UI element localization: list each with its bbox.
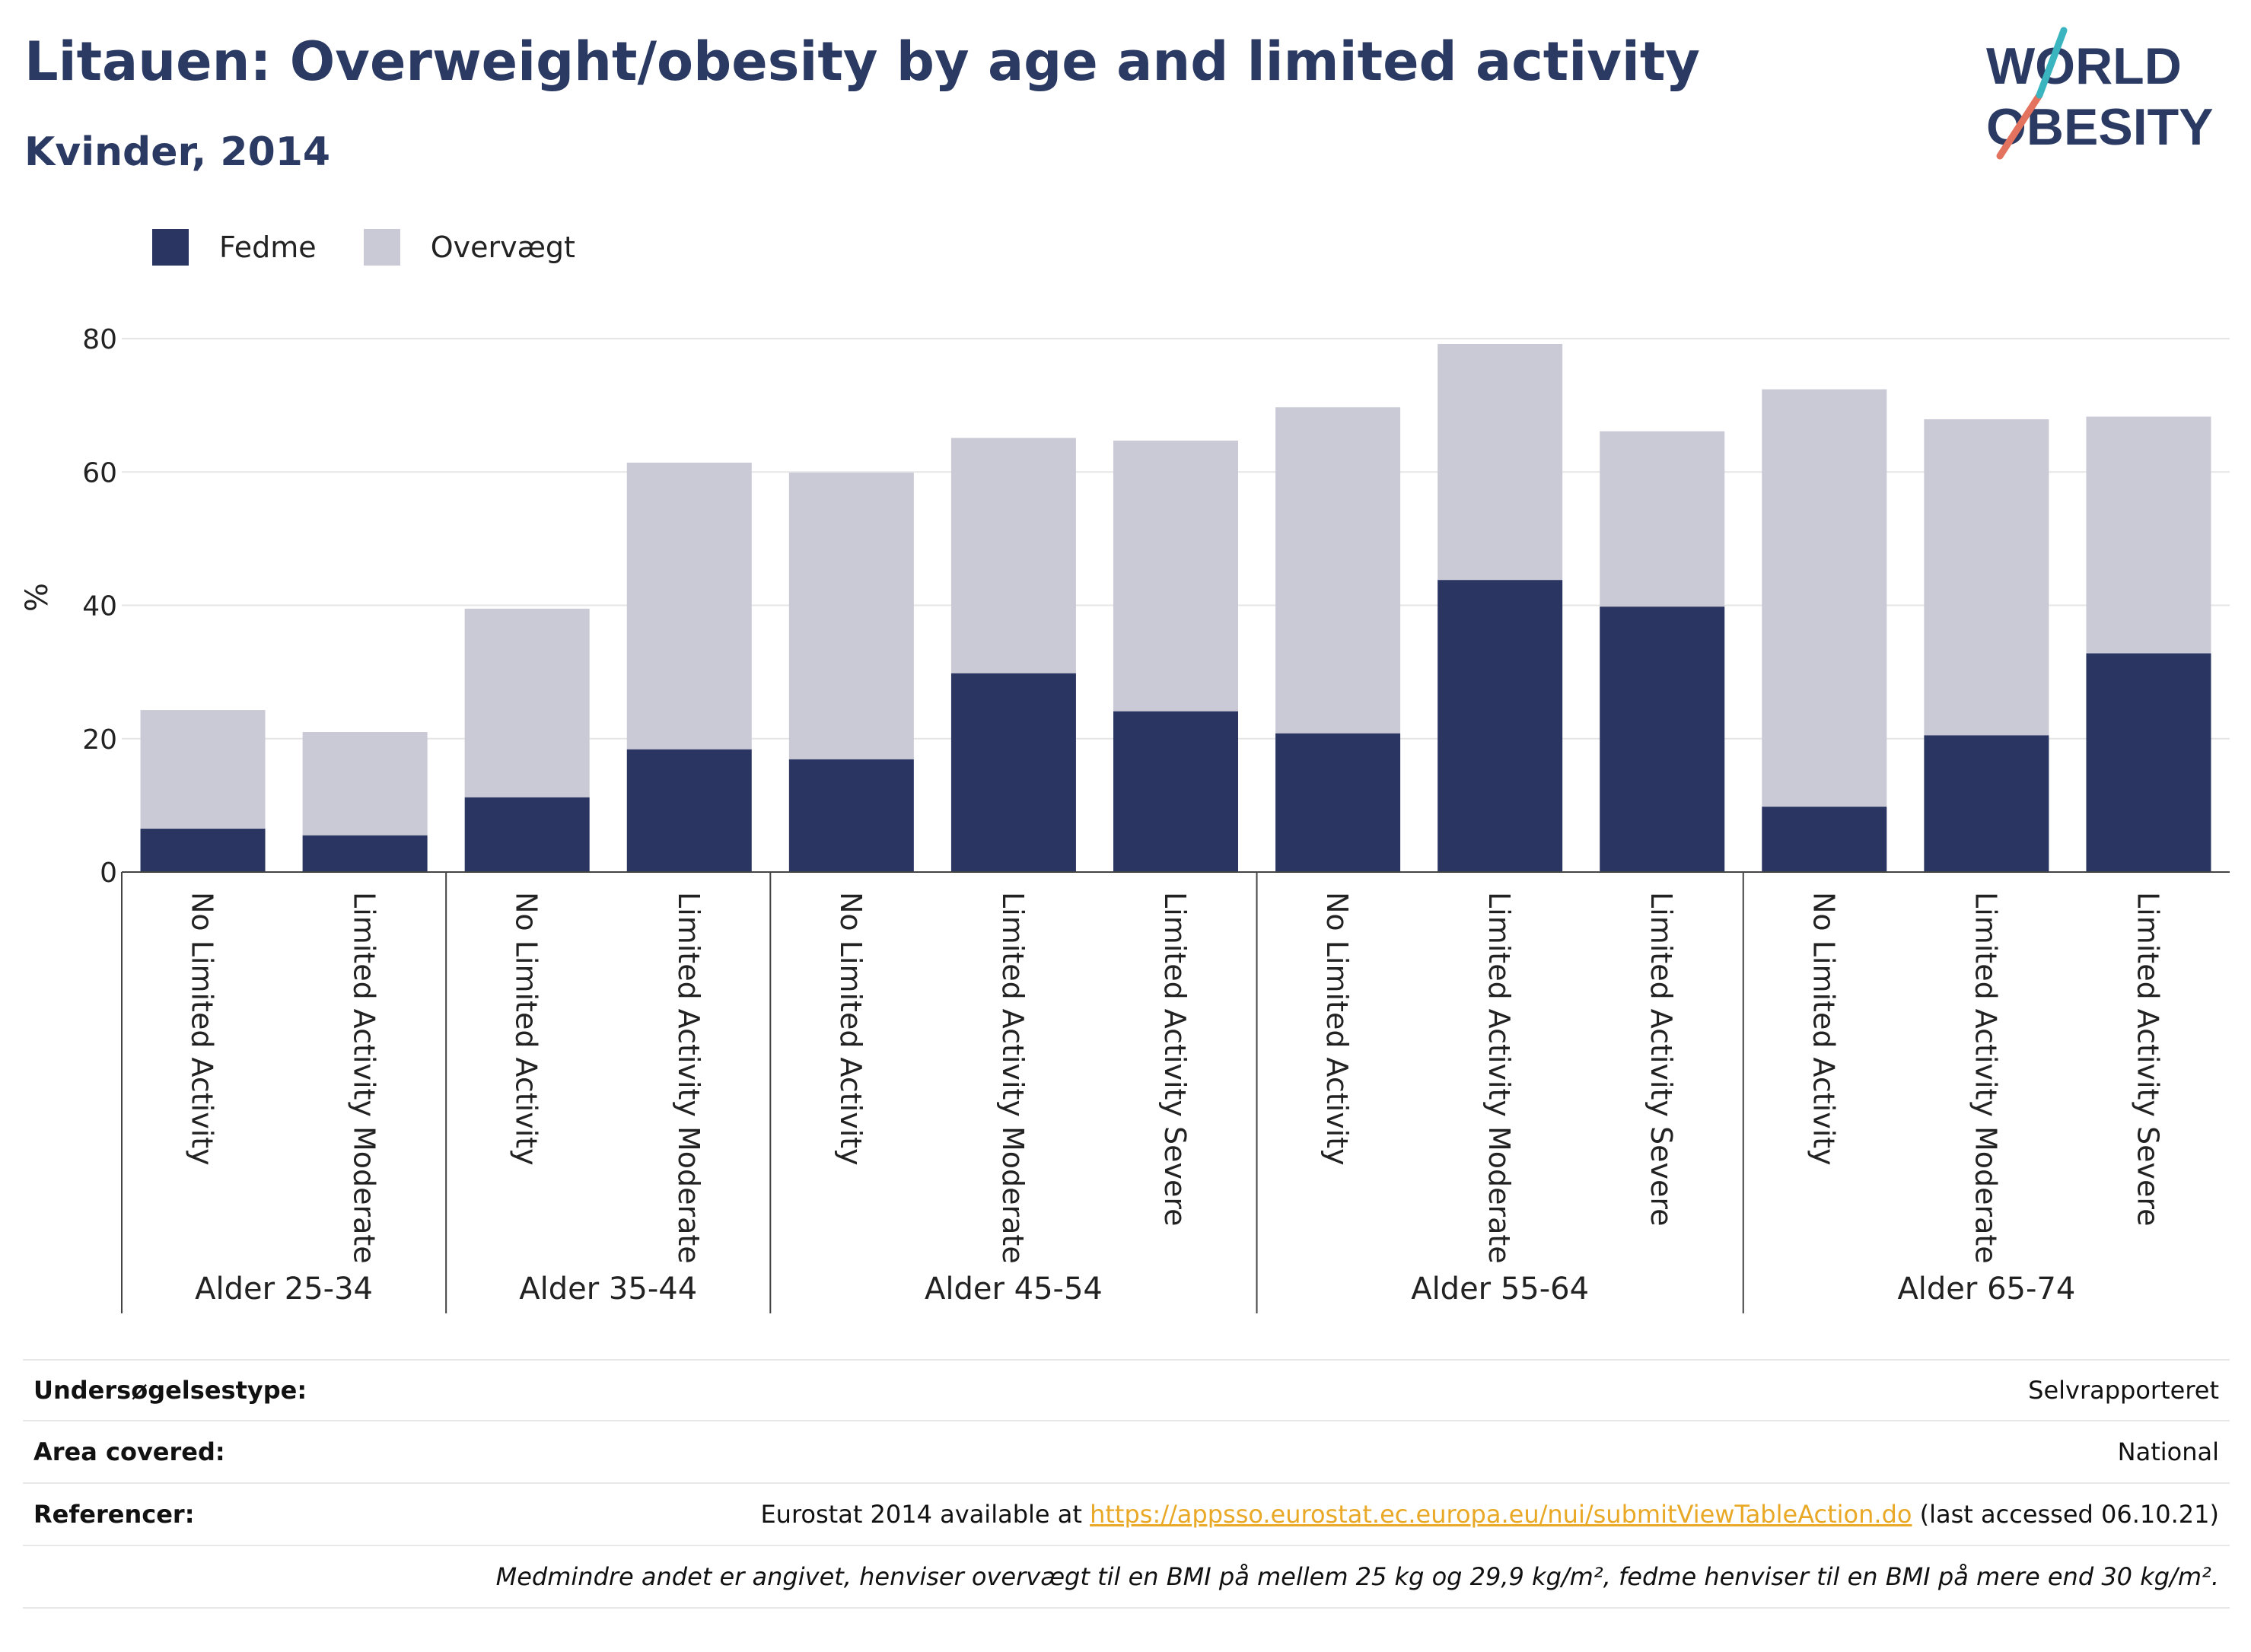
category-label: Limited Activity Moderate [348,892,381,1264]
survey-value: Selvrapporteret [2028,1376,2219,1405]
bar-fedme [626,749,752,872]
category-label: Limited Activity Severe [1644,892,1678,1227]
category-label: Limited Activity Moderate [1482,892,1516,1264]
reference-link[interactable]: https://appsso.eurostat.ec.europa.eu/nui… [1090,1500,1912,1529]
bar-fedme [788,759,914,872]
category-label: Limited Activity Severe [1158,892,1192,1227]
info-row-references: Referencer: Eurostat 2014 available at h… [23,1484,2230,1546]
survey-label: Undersøgelsestype: [33,1376,307,1405]
area-label: Area covered: [33,1437,225,1466]
info-table: Undersøgelsestype: Selvrapporteret Area … [23,1359,2230,1609]
category-label: No Limited Activity [1807,892,1840,1166]
group-label: Alder 35-44 [519,1272,697,1307]
bar-fedme [1924,735,2049,872]
references-label: Referencer: [33,1500,195,1529]
bar-fedme [302,835,428,872]
bar-fedme [140,829,266,872]
bmi-note: Medmindre andet er angivet, henviser ove… [495,1562,2219,1591]
y-axis-label: % [20,583,55,612]
group-label: Alder 25-34 [195,1272,373,1307]
bar-overvaegt [1113,441,1238,711]
bar-overvaegt [1924,419,2049,736]
category-label: No Limited Activity [510,892,543,1166]
category-label: No Limited Activity [186,892,219,1166]
chart-title: Litauen: Overweight/obesity by age and l… [24,30,1700,93]
legend-label-overvaegt: Overvægt [430,231,575,264]
bar-fedme [1275,733,1401,872]
bar-overvaegt [1438,344,1563,581]
bar-fedme [2086,653,2211,872]
y-tick-label: 0 [100,858,117,889]
bar-overvaegt [1275,407,1401,734]
world-obesity-logo: WORLD OBESITY [1986,27,2214,160]
y-tick-label: 40 [82,591,117,622]
reference-suffix: (last accessed 06.10.21) [1912,1500,2219,1529]
group-label: Alder 45-54 [925,1272,1103,1307]
info-row-area: Area covered: National [23,1421,2230,1484]
legend-label-fedme: Fedme [219,231,317,264]
y-tick-label: 60 [82,457,117,489]
category-label: Limited Activity Moderate [1969,892,2002,1264]
bar-overvaegt [1600,431,1725,607]
bar-fedme [1438,580,1563,872]
logo-line1: WORLD [1986,37,2182,95]
bar-fedme [1762,807,1887,872]
info-row-survey: Undersøgelsestype: Selvrapporteret [23,1359,2230,1421]
logo-line2: OBESITY [1986,98,2214,156]
bar-overvaegt [302,731,428,836]
group-label: Alder 65-74 [1897,1272,2075,1307]
category-label: Limited Activity Moderate [996,892,1030,1264]
bar-overvaegt [788,473,914,759]
legend-swatch-fedme [152,229,189,266]
category-label: No Limited Activity [834,892,868,1166]
category-label: Limited Activity Severe [2131,892,2164,1227]
bar-overvaegt [950,438,1076,673]
chart-subtitle: Kvinder, 2014 [24,129,331,175]
references-value: Eurostat 2014 available at https://appss… [760,1500,2219,1529]
bar-fedme [1600,606,1725,872]
legend-item-overvaegt[interactable]: Overvægt [363,229,575,266]
bar-overvaegt [626,462,752,750]
bar-fedme [950,673,1076,872]
reference-prefix: Eurostat 2014 available at [760,1500,1090,1529]
info-row-note: Medmindre andet er angivet, henviser ove… [23,1546,2230,1609]
logo-slash-red [1996,91,2043,160]
bar-overvaegt [464,608,590,797]
bar-overvaegt [2086,416,2211,654]
bar-fedme [464,797,590,872]
y-tick-label: 20 [82,724,117,756]
logo-slash-teal [2036,27,2068,99]
category-label: Limited Activity Moderate [672,892,705,1264]
group-label: Alder 55-64 [1411,1272,1589,1307]
y-tick-label: 80 [82,324,117,355]
bar-overvaegt [1762,389,1887,807]
stacked-bar-chart: 0 20 40 60 80% No Limited Activity Limited Act… [20,324,2230,1313]
bar-overvaegt [140,710,266,829]
area-value: National [2117,1437,2219,1466]
legend: Fedme Overvægt [152,224,622,270]
legend-swatch-overvaegt [363,229,400,266]
bar-fedme [1113,711,1238,872]
legend-item-fedme[interactable]: Fedme [152,229,317,266]
category-label: No Limited Activity [1320,892,1354,1166]
